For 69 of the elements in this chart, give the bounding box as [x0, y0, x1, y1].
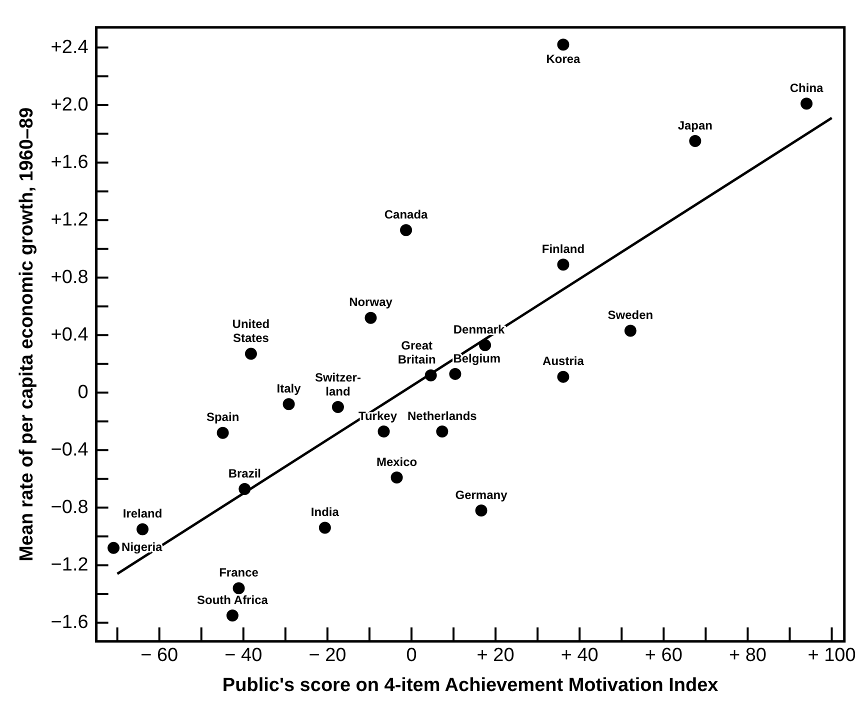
point [378, 425, 390, 438]
point [689, 134, 702, 147]
x-tick-label: + 80 [728, 645, 766, 666]
point [624, 324, 636, 337]
y-tick-label: +1.2 [50, 209, 88, 230]
point [479, 339, 492, 352]
annotation: China [790, 80, 824, 95]
annotation: United States [232, 317, 270, 346]
y-tick-label: −0.8 [50, 496, 88, 518]
annotation: Sweden [608, 308, 654, 322]
x-tick-label: − 20 [308, 645, 346, 666]
y-tick-label: +2.4 [50, 36, 89, 58]
annotation: Japan [678, 118, 713, 132]
point [282, 398, 295, 410]
x-tick-label: + 100 [808, 645, 856, 666]
y-tick-label: −0.4 [50, 439, 89, 460]
annotation: Canada [384, 207, 428, 222]
annotation: Korea [546, 52, 581, 66]
point [436, 425, 448, 438]
point [449, 368, 462, 380]
annotation: Germany [455, 488, 508, 502]
point [238, 482, 251, 495]
point [557, 38, 570, 51]
point [216, 426, 229, 439]
annotation: Mexico [376, 454, 418, 469]
point [332, 401, 344, 414]
annotation: India [310, 505, 340, 520]
x-tick-label: + 40 [560, 645, 598, 666]
annotation: Finland [542, 242, 585, 256]
annotation: Spain [206, 410, 240, 424]
point [136, 523, 149, 536]
point [232, 582, 245, 594]
annotation: Switzer- land [314, 370, 361, 398]
annotation: France [219, 566, 259, 580]
point [424, 369, 437, 382]
point [318, 522, 331, 534]
annotation: Brazil [228, 466, 262, 480]
annotation: Austria [542, 354, 584, 368]
point [557, 258, 570, 271]
x-tick-label: − 60 [140, 645, 178, 666]
y-tick-label: +1.6 [50, 152, 88, 173]
x-tick-label: − 40 [224, 645, 262, 666]
y-axis-title: Mean rate of per capita economic growth, 1960–89 [16, 107, 38, 562]
annotation: Great Britain [398, 338, 436, 367]
y-tick-label: −1.2 [50, 554, 88, 576]
x-tick-label: + 20 [476, 645, 514, 666]
point [800, 98, 813, 110]
point [364, 312, 377, 324]
y-tick-label: 0 [78, 382, 88, 403]
x-tick-label: + 60 [644, 645, 682, 666]
point [244, 348, 257, 360]
point [390, 471, 403, 484]
x-axis-title: Public's score on 4-item Achievement Motivation Index [222, 674, 719, 696]
annotation: Ireland [122, 506, 162, 521]
y-tick-label: −1.6 [50, 612, 88, 633]
point [557, 370, 570, 383]
annotation: Belgium [453, 351, 501, 366]
annotation: Netherlands [408, 408, 478, 423]
annotation: Norway [349, 295, 393, 310]
point [475, 504, 488, 517]
point [226, 610, 238, 622]
annotation: Italy [276, 381, 302, 396]
y-tick-label: +0.4 [50, 324, 89, 346]
y-tick-label: +2.0 [50, 94, 88, 116]
point [400, 224, 412, 236]
x-tick-label: 0 [406, 645, 417, 666]
annotation: South Africa [197, 592, 268, 607]
point [108, 542, 120, 554]
y-tick-label: +0.8 [50, 266, 88, 288]
